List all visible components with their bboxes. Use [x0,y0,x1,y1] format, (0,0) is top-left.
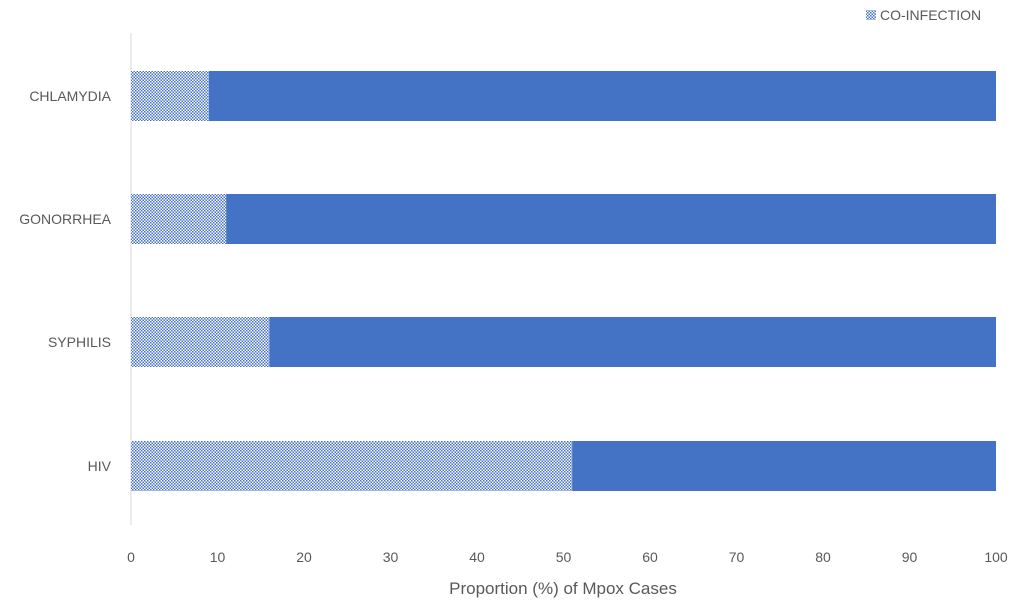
bar-chlamydia-remainder [208,71,997,121]
x-tick-label-100: 100 [984,549,1008,565]
bars-layer [131,71,997,491]
x-axis-title: Proportion (%) of Mpox Cases [449,579,677,598]
x-tick-label-10: 10 [210,549,226,565]
bar-gonorrhea-co-infection [131,194,227,244]
x-tick-label-30: 30 [383,549,399,565]
x-tick-label-0: 0 [127,549,135,565]
bar-syphilis-remainder [269,317,996,367]
legend-swatch-co-infection [866,10,876,20]
x-axis-tick-labels: 0 10 20 30 40 50 60 70 80 90 100 [127,549,1008,565]
y-tick-label-gonorrhea: GONORRHEA [19,211,111,227]
bar-gonorrhea-remainder [226,194,996,244]
bar-hiv-remainder [572,441,996,491]
y-axis-labels: CHLAMYDIA GONORRHEA SYPHILIS HIV [19,88,111,474]
bar-chlamydia-co-infection [131,71,209,121]
y-tick-label-syphilis: SYPHILIS [48,334,111,350]
x-tick-label-20: 20 [296,549,312,565]
y-tick-label-hiv: HIV [88,458,112,474]
bar-syphilis-co-infection [131,317,270,367]
x-tick-label-70: 70 [729,549,745,565]
x-tick-label-80: 80 [815,549,831,565]
y-tick-label-chlamydia: CHLAMYDIA [29,88,111,104]
x-tick-label-90: 90 [902,549,918,565]
legend-label-co-infection: CO-INFECTION [880,7,981,23]
x-tick-label-50: 50 [556,549,572,565]
legend: CO-INFECTION [866,7,981,23]
x-tick-label-40: 40 [469,549,485,565]
bar-hiv-co-infection [131,441,573,491]
x-tick-label-60: 60 [642,549,658,565]
